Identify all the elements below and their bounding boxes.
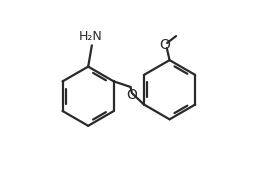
Text: H₂N: H₂N — [79, 30, 103, 43]
Text: O: O — [159, 38, 170, 52]
Text: O: O — [127, 88, 138, 102]
